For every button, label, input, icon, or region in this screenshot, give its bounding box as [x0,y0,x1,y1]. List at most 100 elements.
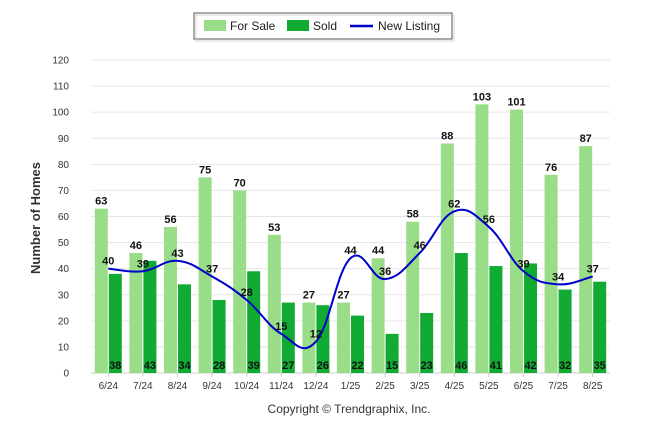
x-tick-label: 8/25 [583,381,603,392]
data-label-sold: 38 [109,360,121,372]
bar-for-sale [544,174,558,373]
data-label-new-listing: 44 [344,245,357,257]
bar-for-sale [198,177,212,373]
bar-for-sale [129,253,143,373]
x-tick-label: 4/25 [445,381,465,392]
bar-sold [593,281,607,373]
x-tick-label: 3/25 [410,381,430,392]
data-label-for-sale: 101 [507,97,525,109]
data-label-for-sale: 75 [199,164,211,176]
bar-for-sale [579,146,593,373]
data-label-for-sale: 87 [580,133,592,145]
data-label-sold: 23 [421,360,433,372]
data-label-sold: 46 [455,360,467,372]
new-listing-line [108,208,593,350]
data-label-for-sale: 103 [473,91,491,103]
bar-sold [524,263,537,373]
legend: For Sale Sold New Listing [193,12,455,42]
y-axis: 0 10 20 30 40 50 60 70 80 90 100 110 120 [52,56,69,380]
y-tick-label: 80 [58,160,70,171]
data-label-new-listing: 39 [137,258,149,270]
bar-for-sale [440,143,454,373]
data-label-for-sale: 63 [95,196,107,208]
copyright: Copyright © Trendgraphix, Inc. [268,402,431,416]
bar-sold [143,260,157,373]
bar-sold [351,315,364,373]
data-label-for-sale: 88 [441,130,453,142]
legend-box [193,12,453,40]
y-tick-label: 10 [58,342,70,353]
x-tick-label: 12/24 [303,381,328,392]
data-labels: 63 38 40 46 43 39 56 34 43 75 28 37 70 39 28 53 27 15 27 26… [95,91,606,372]
data-label-new-listing: 37 [206,263,218,275]
data-label-for-sale: 76 [545,162,557,174]
data-label-for-sale: 58 [407,209,419,221]
legend-swatch-sold [287,20,309,31]
y-tick-label: 120 [52,56,69,67]
y-tick-label: 20 [58,316,70,327]
data-label-new-listing: 43 [171,248,183,260]
data-label-sold: 39 [248,360,260,372]
bar-sold [385,333,399,373]
y-tick-label: 70 [58,186,70,197]
bar-for-sale [475,104,489,373]
x-axis: 6/24 7/24 8/24 9/24 10/24 11/24 12/24 1/25 2/25 3… [99,373,603,392]
bar-sold [489,266,503,373]
y-tick-label: 50 [58,238,70,249]
y-tick-label: 100 [52,108,69,119]
bar-for-sale [267,234,281,373]
x-tick-label: 9/24 [202,381,222,392]
data-label-for-sale: 53 [268,222,280,234]
data-label-new-listing: 40 [102,256,114,268]
data-label-sold: 27 [282,360,294,372]
y-tick-label: 110 [53,82,69,93]
y-tick-label: 30 [58,290,70,301]
y-tick-label: 90 [58,134,70,145]
bar-sold [247,271,261,373]
x-tick-label: 2/25 [375,381,395,392]
x-tick-label: 7/24 [133,381,153,392]
bar-sold [212,299,226,373]
data-label-sold: 22 [351,360,363,372]
data-label-for-sale: 27 [337,290,349,302]
x-tick-label: 11/24 [269,381,294,392]
bars [94,104,607,373]
data-label-for-sale: 46 [130,240,142,252]
bar-for-sale [510,109,523,373]
bar-for-sale [302,302,316,373]
data-label-new-listing: 46 [414,240,426,252]
data-label-for-sale: 70 [234,177,246,189]
bar-for-sale [337,302,350,373]
legend-swatch-for-sale [204,20,226,31]
data-label-sold: 32 [559,360,571,372]
legend-label-sold: Sold [313,19,337,33]
data-label-sold: 41 [490,360,502,372]
data-label-new-listing: 37 [587,263,599,275]
data-label-sold: 15 [386,360,398,372]
new-listing-line-group [108,208,593,350]
data-label-new-listing: 39 [517,258,529,270]
y-axis-label: Number of Homes [28,162,43,274]
data-label-new-listing: 56 [483,214,495,226]
x-tick-label: 5/25 [479,381,499,392]
x-tick-label: 8/24 [168,381,188,392]
data-label-sold: 34 [178,360,191,372]
bar-for-sale [164,226,177,373]
data-label-sold: 35 [594,360,606,372]
bar-sold [108,273,122,373]
bar-for-sale [371,258,385,373]
data-label-new-listing: 34 [552,271,565,283]
x-tick-label: 7/25 [548,381,568,392]
bar-sold [558,289,572,373]
bar-sold [420,313,434,373]
data-label-new-listing: 62 [448,198,460,210]
x-tick-label: 6/25 [514,381,534,392]
data-label-for-sale: 44 [372,245,385,257]
data-label-new-listing: 28 [241,287,253,299]
data-label-for-sale: 27 [303,290,315,302]
x-tick-label: 10/24 [234,381,259,392]
bar-sold [454,253,468,373]
bar-sold [178,284,191,373]
data-label-sold: 26 [317,360,329,372]
